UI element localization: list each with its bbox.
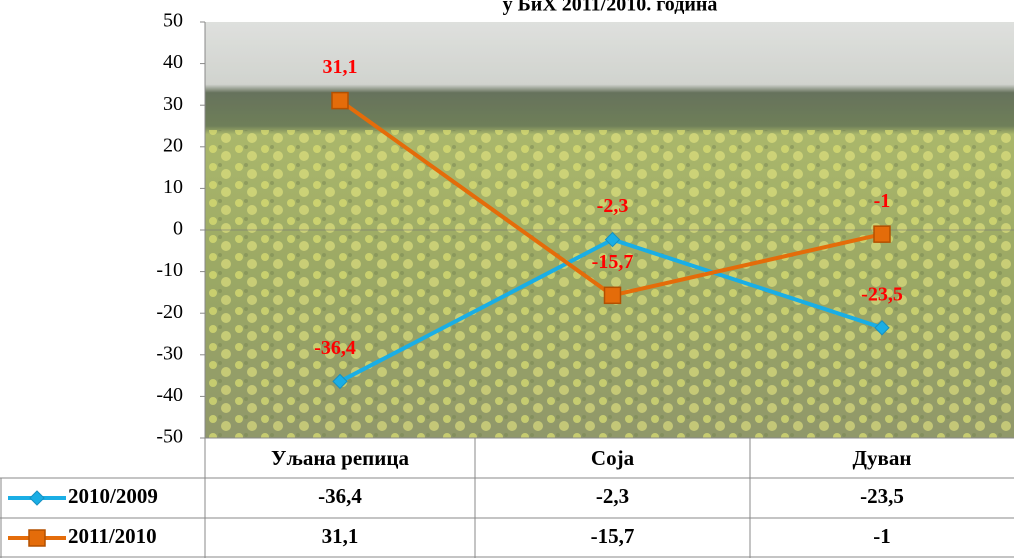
legend-marker: [30, 491, 44, 505]
table-cell: -1: [873, 524, 891, 548]
legend-label: 2011/2010: [68, 524, 157, 548]
point: [874, 226, 890, 242]
point: [605, 287, 621, 303]
y-tick-label: -50: [156, 426, 183, 448]
category-label: Соја: [591, 446, 635, 470]
data-label: -15,7: [592, 251, 634, 273]
category-label: Дуван: [853, 446, 912, 470]
y-tick-label: 40: [163, 51, 183, 73]
y-tick-label: 20: [163, 134, 183, 156]
chart-title: у БиХ 2011/2010. година: [503, 0, 718, 16]
y-tick-label: -30: [156, 342, 183, 364]
chart: у БиХ 2011/2010. година -50 -40 -30 -20 -10 0…: [0, 0, 1014, 558]
table-cell: -2,3: [596, 484, 629, 508]
data-label: -23,5: [861, 283, 903, 305]
y-tick-label: 10: [163, 176, 183, 198]
table-cell: 31,1: [322, 524, 359, 548]
data-label: -1: [874, 190, 891, 212]
data-label: -36,4: [314, 337, 356, 359]
table-cell: -36,4: [318, 484, 362, 508]
y-tick-label: 50: [163, 10, 183, 32]
point: [332, 93, 348, 109]
y-tick-label: -40: [156, 384, 183, 406]
y-tick-label: -10: [156, 259, 183, 281]
data-label: 31,1: [323, 56, 358, 78]
y-tick-label: -20: [156, 301, 183, 323]
y-tick-label: 0: [173, 218, 183, 240]
legend-marker: [29, 530, 45, 546]
legend-label: 2010/2009: [68, 484, 158, 508]
table-cell: -15,7: [591, 524, 635, 548]
y-tick-label: 30: [163, 93, 183, 115]
data-label: -2,3: [597, 195, 629, 217]
category-label: Уљана репица: [271, 446, 409, 470]
table-cell: -23,5: [860, 484, 904, 508]
